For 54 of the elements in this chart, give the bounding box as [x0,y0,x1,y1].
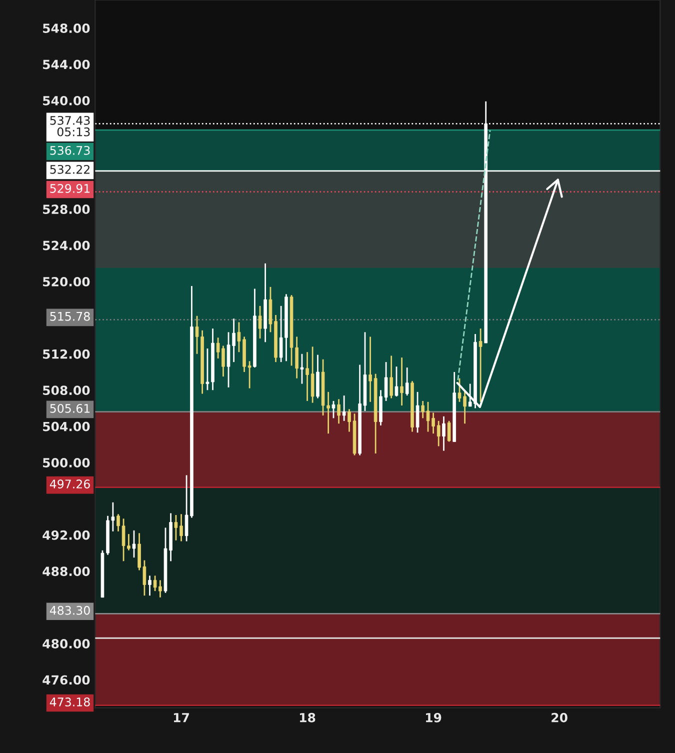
candlestick [416,391,420,434]
candlestick [394,366,398,398]
y-tick-label: 488.00 [42,566,90,576]
candlestick [180,513,183,542]
y-tick-label: 540.00 [43,96,90,106]
y-tick-label: 504.00 [43,422,90,432]
ref-line-label: 537.43 05:13 [50,116,90,136]
candlestick [332,400,336,419]
y-tick-label: 520.00 [43,276,90,286]
y-tick-label: 548.00 [43,24,90,33]
ref-line-label: 483.30 [50,606,90,615]
candlestick [237,322,241,353]
candlestick [148,574,152,596]
candlestick [132,530,136,558]
candlestick [310,346,314,404]
ref-line-label: 505.61 [50,404,90,413]
x-tick-label: 19 [426,712,442,722]
candlestick [174,514,178,542]
y-tick-label: 528.00 [43,204,90,214]
x-tick-label: 18 [300,712,316,722]
y-tick-label: 508.00 [43,386,90,396]
candlestick [116,513,120,532]
x-tick-label: 17 [174,713,189,722]
candlestick [442,416,446,452]
y-tick-label: 500.00 [43,458,90,468]
candlestick [258,305,262,340]
ref-line-label: 473.18 [50,697,90,706]
candlestick [342,394,346,422]
ref-line-label: 515.78 [50,312,90,321]
y-tick-label: 492.00 [42,530,90,540]
candlestick [447,420,451,442]
candlestick [306,351,309,402]
candlestick [368,336,372,403]
y-tick-label: 512.00 [43,349,90,359]
x-tick-label: 20 [552,712,568,722]
ref-line-label: 532.22 [50,164,90,174]
ref-line-label: 497.26 [50,480,90,488]
candlestick [384,361,388,402]
candlestick [248,360,252,389]
candlestick [400,356,404,406]
candlestick [206,348,210,391]
y-tick-label: 544.00 [43,60,90,70]
candlestick [390,355,393,399]
candlestick [348,408,351,432]
candlestick [337,398,340,424]
y-tick-label: 524.00 [43,240,90,250]
candlestick [478,328,482,403]
y-tick-label: 480.00 [42,639,90,648]
candlestick [405,366,409,396]
candlestick [436,420,440,447]
candlestick [300,353,304,384]
ref-line-label: 529.91 [50,184,90,193]
y-tick-label: 476.00 [42,675,90,685]
ref-line-label: 536.73 [50,146,90,155]
